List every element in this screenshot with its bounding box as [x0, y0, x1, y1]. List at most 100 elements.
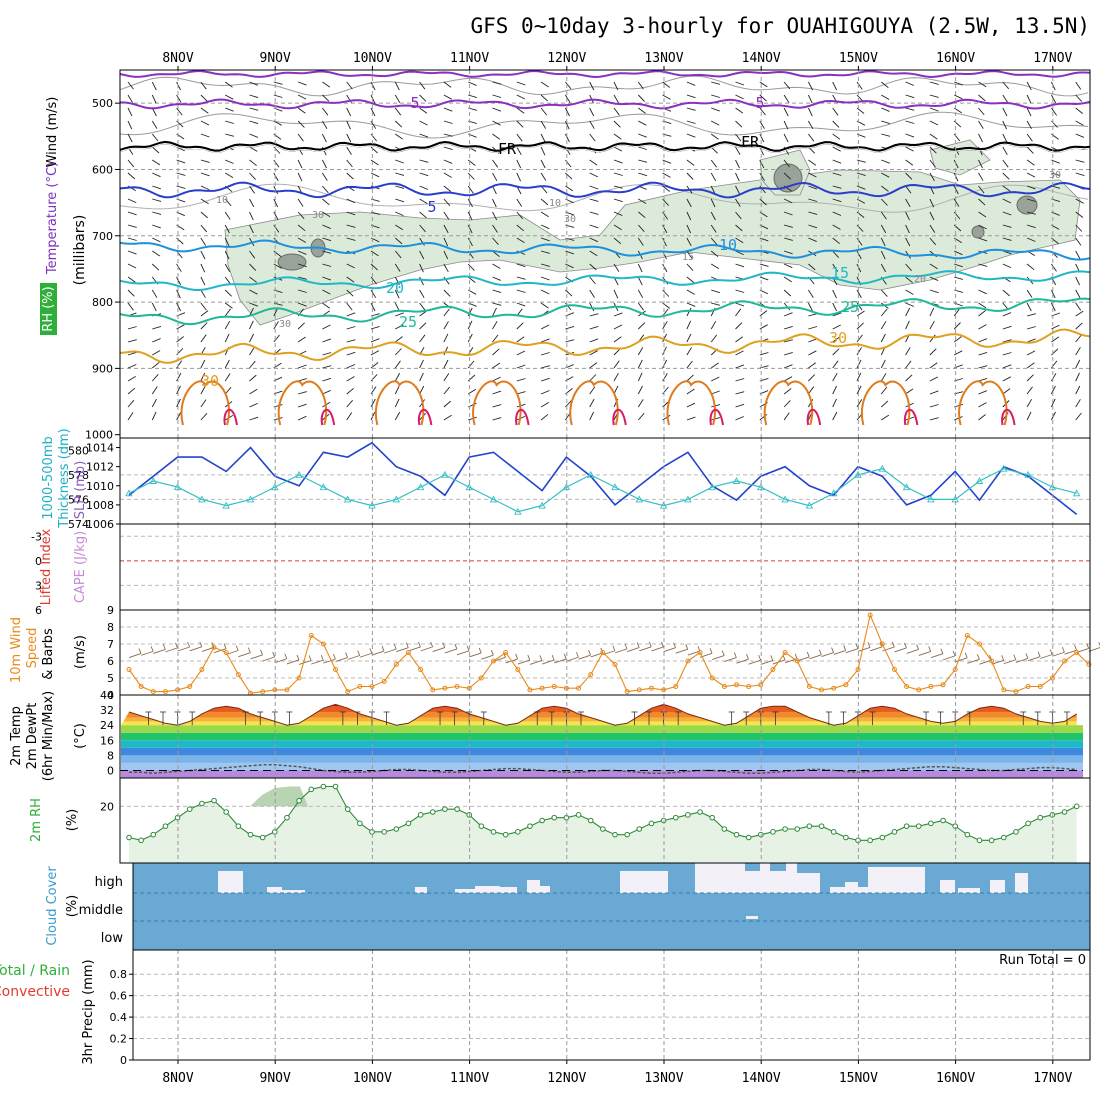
date-label-top: 17NOV: [1033, 51, 1072, 66]
rh-high-region: [277, 253, 307, 271]
wind-barb: [346, 289, 354, 297]
wind-barb: [589, 350, 598, 356]
wind-barb: [394, 385, 400, 395]
wind-barb: [467, 263, 475, 271]
wind-barb: [516, 364, 526, 369]
wind-speed-marker: [1025, 684, 1031, 689]
wind-speed-marker: [819, 687, 825, 693]
high-cloud-block: [415, 887, 427, 893]
wind-barb: [638, 172, 648, 177]
wind-barb: [735, 159, 740, 169]
wind-barb: [589, 374, 597, 382]
wind-barb: [783, 400, 791, 408]
wind-barb: [905, 307, 911, 317]
wind-barb: [881, 120, 891, 125]
wind-barb: [637, 372, 643, 382]
wind10m-barb: [454, 643, 458, 650]
wind-barb: [710, 211, 716, 221]
date-label-top: 14NOV: [742, 51, 781, 66]
thickness-marker: [829, 489, 838, 497]
wind10m-barb: [247, 647, 251, 653]
wind-barb: [929, 404, 939, 408]
pressure-tick-label: 600: [92, 163, 113, 176]
wind-barb: [224, 308, 231, 317]
wind-barb: [881, 94, 890, 100]
wind-barb: [249, 146, 258, 152]
wind-barb: [200, 412, 208, 421]
temp-tick-label: 0: [107, 764, 114, 777]
wind-barb: [151, 411, 157, 421]
wind-barb: [880, 321, 887, 330]
high-cloud-block: [990, 880, 1005, 893]
rh-marker: [211, 797, 217, 804]
wind-barb: [200, 94, 208, 102]
wind10m-barb: [612, 645, 616, 651]
wind-barb: [613, 211, 623, 217]
wind-barb: [978, 365, 988, 369]
wind-barb: [443, 400, 451, 408]
wind-barb: [1002, 172, 1010, 180]
wind-barb: [953, 308, 960, 317]
wind-speed-marker: [296, 675, 302, 681]
wind-speed-marker: [418, 667, 424, 672]
wind-barb: [492, 172, 498, 182]
wind-speed-marker: [150, 689, 156, 695]
wind-barb: [1026, 94, 1032, 104]
wind-barb: [929, 224, 936, 233]
rh-marker: [794, 826, 801, 832]
wind-barb: [589, 159, 598, 166]
wind-barb: [224, 94, 234, 100]
wind-barb: [929, 159, 936, 168]
wind10m-barb: [721, 650, 725, 656]
wind10m-barb: [821, 652, 834, 658]
wind-barb: [249, 402, 258, 408]
wind-barb: [443, 120, 453, 124]
wind-barb: [200, 276, 206, 286]
contour-label: 30: [312, 210, 324, 221]
upper-rh-label: RH (%): [41, 286, 56, 331]
wind-barb: [443, 211, 450, 220]
temp-color-band: [121, 732, 1083, 741]
wind-barb: [978, 224, 987, 230]
wind-speed-marker: [223, 650, 229, 655]
rh-panel-label: 2m RH: [29, 798, 44, 842]
wind-barb: [322, 211, 331, 218]
wind10m-barb: [746, 653, 749, 660]
wind-barb: [662, 414, 671, 421]
wind-barb: [200, 133, 210, 138]
wind10m-barb: [928, 646, 932, 652]
rh-marker: [733, 831, 740, 838]
wind-barb: [1051, 107, 1057, 116]
wind-barb: [468, 94, 477, 99]
date-label-top: 15NOV: [839, 51, 878, 66]
rh-marker: [685, 812, 691, 818]
wind10m-barb: [1049, 649, 1053, 655]
wind-barb: [224, 373, 231, 382]
thickness-tick-label: 574: [68, 518, 89, 531]
wind-barb: [808, 211, 818, 215]
wind10m-barb: [238, 652, 251, 658]
wind-barb: [176, 94, 182, 103]
thickness-marker: [732, 477, 741, 484]
wind10m-barb: [870, 646, 883, 652]
wind10m-barb: [432, 647, 445, 652]
wind-barb: [783, 351, 793, 356]
wind-speed-marker: [588, 672, 594, 678]
date-label-bottom: 10NOV: [353, 1071, 392, 1086]
wind-barb: [516, 120, 524, 128]
wind10m-barb: [663, 647, 676, 653]
wind-barb: [419, 120, 428, 126]
wind-barb: [224, 211, 231, 220]
wind-barb: [1002, 289, 1010, 297]
wind-barb: [249, 81, 259, 86]
temp-contour-35: [320, 409, 336, 426]
wind10m-barb: [466, 645, 470, 651]
rh-marker: [393, 826, 400, 832]
rh-marker: [1061, 809, 1068, 815]
wind-barb: [540, 120, 547, 129]
wind-barb: [1002, 185, 1011, 192]
rh-high-region: [971, 225, 985, 239]
wind-barb: [735, 403, 745, 408]
wind-barb: [176, 107, 183, 116]
precip-tick-label: 0: [120, 1054, 127, 1067]
